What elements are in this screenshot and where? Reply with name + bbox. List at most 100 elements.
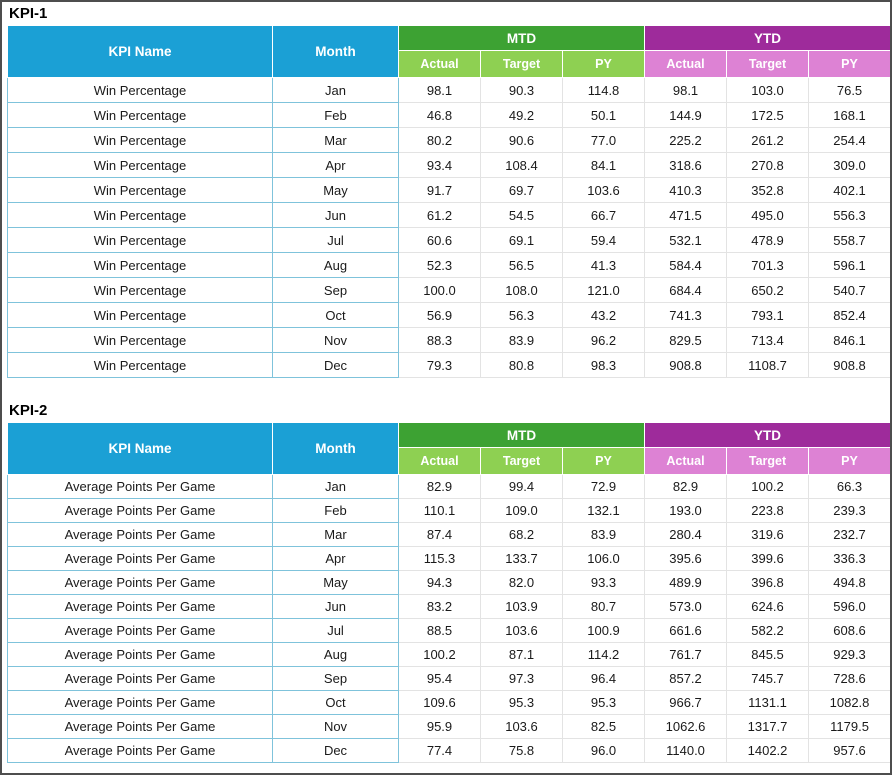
kpi-name-cell: Win Percentage	[7, 327, 273, 353]
value-cell: 857.2	[644, 666, 728, 691]
value-cell: 280.4	[644, 522, 728, 547]
kpi-2-table: KPI Name Month MTD YTD Actual Target PY …	[7, 422, 890, 763]
ytd-group-header: YTD	[644, 422, 890, 448]
value-cell: 82.9	[398, 474, 481, 499]
value-cell: 966.7	[644, 690, 728, 715]
month-column-header: Month	[272, 25, 399, 78]
value-cell: 532.1	[644, 227, 728, 253]
value-cell: 77.0	[561, 127, 646, 153]
table-row: Average Points Per Game Sep 95.4 97.3 96.4 85…	[7, 666, 890, 691]
value-cell: 50.1	[561, 102, 646, 128]
kpi-name-cell: Average Points Per Game	[7, 738, 273, 763]
value-cell: 96.4	[561, 666, 646, 691]
value-cell: 121.0	[561, 277, 646, 303]
value-cell: 845.5	[726, 642, 810, 667]
value-cell: 489.9	[644, 570, 728, 595]
value-cell: 270.8	[726, 152, 810, 178]
month-cell: Sep	[272, 666, 399, 691]
value-cell: 193.0	[644, 498, 728, 523]
value-cell: 103.9	[480, 594, 563, 619]
value-cell: 852.4	[808, 302, 890, 328]
value-cell: 352.8	[726, 177, 810, 203]
table-row: Average Points Per Game May 94.3 82.0 93.3 48…	[7, 570, 890, 595]
value-cell: 91.7	[398, 177, 481, 203]
value-cell: 261.2	[726, 127, 810, 153]
value-cell: 254.4	[808, 127, 890, 153]
kpi-1-table-header: KPI Name Month MTD YTD Actual Target PY …	[7, 25, 890, 78]
value-cell: 108.0	[480, 277, 563, 303]
kpi-1-table-body: Win Percentage Jan 98.1 90.3 114.8 98.1 103.0 7…	[7, 77, 890, 378]
month-cell: Jan	[272, 77, 399, 103]
kpi-2-table-body: Average Points Per Game Jan 82.9 99.4 72.9 82…	[7, 474, 890, 763]
ytd-target-header: Target	[726, 447, 810, 475]
value-cell: 103.6	[480, 618, 563, 643]
value-cell: 232.7	[808, 522, 890, 547]
table-row: Win Percentage Apr 93.4 108.4 84.1 318.6 270.8…	[7, 152, 890, 178]
kpi-name-cell: Average Points Per Game	[7, 546, 273, 571]
value-cell: 132.1	[561, 498, 646, 523]
value-cell: 103.6	[561, 177, 646, 203]
kpi-name-cell: Average Points Per Game	[7, 642, 273, 667]
value-cell: 109.0	[480, 498, 563, 523]
table-row: Win Percentage Jun 61.2 54.5 66.7 471.5 495.0 5…	[7, 202, 890, 228]
table-row: Win Percentage May 91.7 69.7 103.6 410.3 352.8…	[7, 177, 890, 203]
value-cell: 741.3	[644, 302, 728, 328]
value-cell: 54.5	[480, 202, 563, 228]
value-cell: 540.7	[808, 277, 890, 303]
kpi-name-cell: Win Percentage	[7, 252, 273, 278]
table-row: Win Percentage Nov 88.3 83.9 96.2 829.5 713.4 8…	[7, 327, 890, 353]
value-cell: 661.6	[644, 618, 728, 643]
value-cell: 79.3	[398, 352, 481, 378]
value-cell: 1062.6	[644, 714, 728, 739]
month-cell: Dec	[272, 352, 399, 378]
mtd-py-header: PY	[561, 50, 646, 78]
value-cell: 829.5	[644, 327, 728, 353]
month-cell: Jun	[272, 202, 399, 228]
value-cell: 96.2	[561, 327, 646, 353]
table-row: Average Points Per Game Nov 95.9 103.6 82.5 1…	[7, 714, 890, 739]
value-cell: 87.1	[480, 642, 563, 667]
kpi-name-cell: Win Percentage	[7, 202, 273, 228]
ytd-actual-header: Actual	[644, 50, 728, 78]
value-cell: 144.9	[644, 102, 728, 128]
month-cell: May	[272, 570, 399, 595]
value-cell: 1140.0	[644, 738, 728, 763]
value-cell: 93.3	[561, 570, 646, 595]
month-column-header: Month	[272, 422, 399, 475]
kpi-2-section: KPI-2 KPI Name Month MTD YTD Actual Targ…	[7, 400, 890, 763]
value-cell: 908.8	[808, 352, 890, 378]
table-row: Win Percentage Sep 100.0 108.0 121.0 684.4 650…	[7, 277, 890, 303]
value-cell: 471.5	[644, 202, 728, 228]
value-cell: 46.8	[398, 102, 481, 128]
ytd-py-header: PY	[808, 50, 890, 78]
value-cell: 309.0	[808, 152, 890, 178]
table-row: Average Points Per Game Jun 83.2 103.9 80.7 5…	[7, 594, 890, 619]
value-cell: 72.9	[561, 474, 646, 499]
mtd-target-header: Target	[480, 447, 563, 475]
value-cell: 84.1	[561, 152, 646, 178]
value-cell: 114.8	[561, 77, 646, 103]
kpi-2-table-header: KPI Name Month MTD YTD Actual Target PY …	[7, 422, 890, 475]
value-cell: 43.2	[561, 302, 646, 328]
month-cell: Nov	[272, 714, 399, 739]
value-cell: 66.3	[808, 474, 890, 499]
value-cell: 88.3	[398, 327, 481, 353]
value-cell: 1131.1	[726, 690, 810, 715]
kpi-name-cell: Average Points Per Game	[7, 498, 273, 523]
value-cell: 56.9	[398, 302, 481, 328]
value-cell: 100.9	[561, 618, 646, 643]
value-cell: 66.7	[561, 202, 646, 228]
value-cell: 846.1	[808, 327, 890, 353]
value-cell: 478.9	[726, 227, 810, 253]
value-cell: 98.1	[398, 77, 481, 103]
ytd-target-header: Target	[726, 50, 810, 78]
month-cell: Apr	[272, 546, 399, 571]
value-cell: 402.1	[808, 177, 890, 203]
value-cell: 82.9	[644, 474, 728, 499]
value-cell: 76.5	[808, 77, 890, 103]
table-row: Average Points Per Game Apr 115.3 133.7 106.…	[7, 546, 890, 571]
value-cell: 558.7	[808, 227, 890, 253]
month-cell: Jul	[272, 227, 399, 253]
value-cell: 77.4	[398, 738, 481, 763]
value-cell: 908.8	[644, 352, 728, 378]
